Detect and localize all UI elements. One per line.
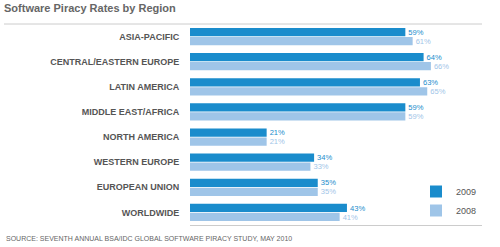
svg-text:43%: 43% [350, 204, 365, 213]
svg-text:WORLDWIDE: WORLDWIDE [122, 208, 180, 218]
svg-text:59%: 59% [408, 112, 423, 121]
svg-text:59%: 59% [408, 103, 423, 112]
svg-text:35%: 35% [321, 187, 336, 196]
svg-text:2009: 2009 [456, 187, 476, 197]
svg-text:66%: 66% [434, 62, 449, 71]
svg-text:NORTH AMERICA: NORTH AMERICA [103, 132, 180, 142]
svg-text:41%: 41% [343, 213, 358, 222]
svg-text:21%: 21% [270, 137, 285, 146]
svg-text:EUROPEAN UNION: EUROPEAN UNION [97, 182, 180, 192]
svg-text:63%: 63% [423, 78, 438, 87]
svg-text:ASIA-PACIFIC: ASIA-PACIFIC [119, 32, 179, 42]
svg-text:Software Piracy Rates by Regio: Software Piracy Rates by Region [4, 2, 176, 14]
svg-text:WESTERN EUROPE: WESTERN EUROPE [94, 157, 180, 167]
svg-text:59%: 59% [408, 28, 423, 37]
svg-text:61%: 61% [416, 37, 431, 46]
svg-text:SOURCE: SEVENTH ANNUAL BSA/IDC: SOURCE: SEVENTH ANNUAL BSA/IDC GLOBAL SO… [6, 235, 292, 242]
svg-text:35%: 35% [321, 178, 336, 187]
svg-text:33%: 33% [313, 162, 328, 171]
svg-text:CENTRAL/EASTERN EUROPE: CENTRAL/EASTERN EUROPE [50, 57, 179, 67]
svg-text:21%: 21% [270, 128, 285, 137]
svg-text:MIDDLE EAST/AFRICA: MIDDLE EAST/AFRICA [82, 107, 180, 117]
svg-text:LATIN AMERICA: LATIN AMERICA [109, 82, 179, 92]
svg-text:64%: 64% [427, 53, 442, 62]
svg-text:2008: 2008 [456, 206, 476, 216]
svg-text:34%: 34% [317, 153, 332, 162]
svg-text:65%: 65% [430, 87, 445, 96]
